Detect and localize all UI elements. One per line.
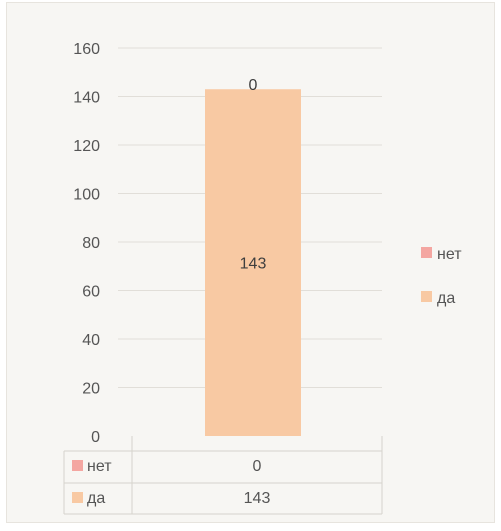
table-row-label-net: нет — [87, 458, 112, 475]
y-tick-label: 40 — [82, 332, 100, 349]
table-cell-da: 143 — [244, 490, 271, 507]
legend-swatch-da — [421, 291, 432, 302]
y-tick-label: 60 — [82, 284, 100, 301]
y-tick-label: 100 — [73, 187, 100, 204]
y-tick-label: 80 — [82, 235, 100, 252]
y-tick-label: 160 — [73, 41, 100, 58]
data-labels: 0 143 — [240, 77, 267, 272]
table-row-label-da: да — [87, 490, 105, 507]
bars — [205, 89, 301, 436]
legend-swatch-net — [421, 247, 432, 258]
data-label-da: 143 — [240, 256, 267, 273]
y-tick-label: 0 — [91, 429, 100, 446]
y-tick-label: 140 — [73, 90, 100, 107]
y-axis-ticks: 0 20 40 60 80 100 120 140 160 — [73, 41, 100, 446]
data-label-net: 0 — [249, 77, 258, 94]
table-cell-net: 0 — [253, 458, 262, 475]
legend: нет да — [421, 246, 462, 307]
table-swatch-net — [72, 460, 83, 471]
data-table: нет 0 да 143 — [63, 436, 383, 515]
legend-label-net: нет — [437, 246, 462, 263]
table-swatch-da — [72, 492, 83, 503]
bar-segment-da — [205, 89, 301, 436]
y-tick-label: 20 — [82, 381, 100, 398]
y-tick-label: 120 — [73, 138, 100, 155]
legend-label-da: да — [437, 290, 455, 307]
